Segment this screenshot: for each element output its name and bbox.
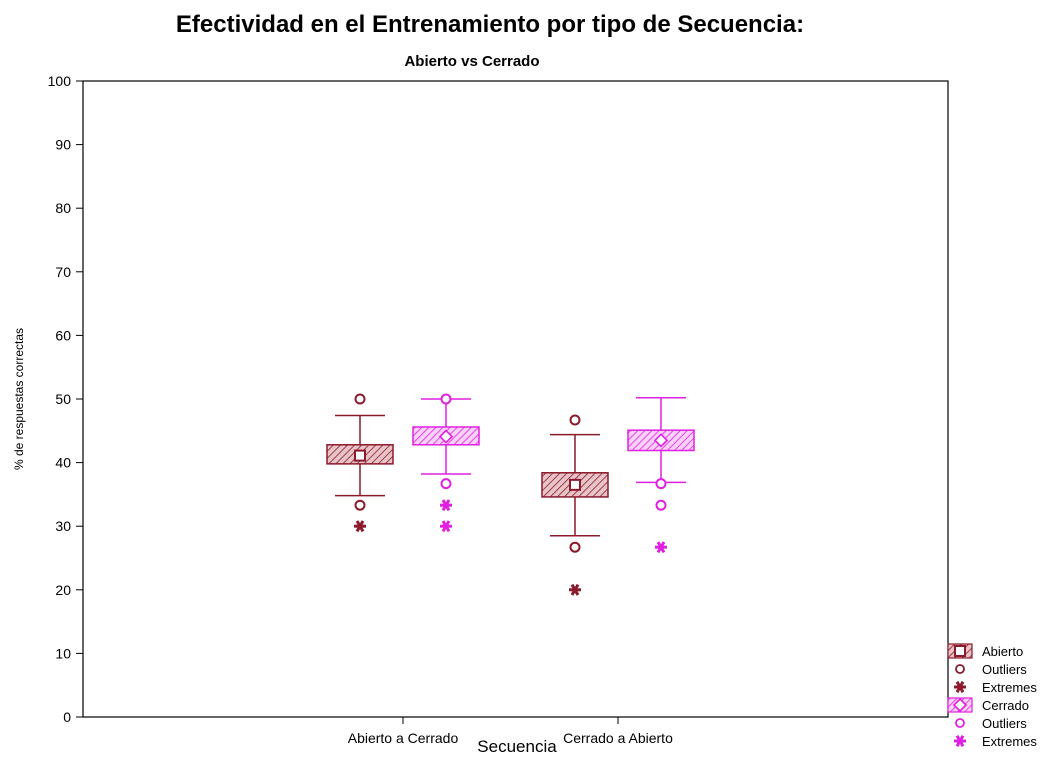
box-abierto-2: [541, 414, 609, 596]
x-tick-label: Abierto a Cerrado: [348, 730, 459, 746]
outlier-point: [569, 541, 581, 553]
legend-item-5: Outliers: [955, 716, 1027, 731]
plot-area-frame: [82, 80, 949, 718]
box-cerrado-1: [412, 393, 480, 533]
y-tick-label: 30: [55, 518, 71, 534]
legend-label: Abierto: [982, 644, 1023, 659]
outlier-point: [569, 414, 581, 426]
y-tick-label: 20: [55, 582, 71, 598]
legend-outlier-symbol: [955, 718, 965, 728]
median-marker: [653, 433, 669, 448]
extreme-point: [655, 541, 667, 554]
y-tick-label: 40: [55, 455, 71, 471]
y-tick-label: 90: [55, 137, 71, 153]
legend-item-4: Cerrado: [947, 697, 1029, 713]
legend-label: Extremes: [982, 734, 1037, 749]
y-tick-label: 100: [48, 73, 72, 89]
y-tick-label: 10: [55, 645, 71, 661]
y-tick-label: 80: [55, 200, 71, 216]
outlier-point: [354, 499, 366, 511]
y-tick-label: 0: [63, 709, 71, 725]
extreme-point: [440, 520, 452, 533]
legend-median-marker: [954, 645, 966, 657]
x-axis: Abierto a Cerrado Cerrado a Abierto: [348, 717, 673, 746]
box-series-group: [326, 393, 695, 596]
y-tick-label: 50: [55, 391, 71, 407]
legend-label: Cerrado: [982, 698, 1029, 713]
y-tick-label: 70: [55, 264, 71, 280]
box-cerrado-2: [627, 396, 695, 554]
y-tick-label: 60: [55, 327, 71, 343]
iqr-box: [541, 472, 609, 498]
legend-label: Extremes: [982, 680, 1037, 695]
x-axis-label: Secuencia: [477, 737, 557, 756]
y-axis: 0 10 20 30 40 50 60 70 80 90 100: [48, 73, 83, 725]
outlier-point: [440, 478, 452, 490]
chart-subtitle: Abierto vs Cerrado: [404, 53, 539, 70]
outlier-point: [440, 393, 452, 405]
outlier-point: [354, 393, 366, 405]
extreme-point: [569, 583, 581, 596]
box-abierto-1: [326, 393, 394, 533]
chart-title: Efectividad en el Entrenamiento por tipo…: [176, 11, 804, 38]
legend-item-1: Abierto: [947, 643, 1023, 659]
median-marker: [569, 478, 581, 491]
legend: Abierto Outliers Extremes Cerrado Outliers Ex…: [947, 643, 1037, 749]
legend-item-3: Extremes: [954, 680, 1037, 695]
legend-label: Outliers: [982, 716, 1027, 731]
legend-item-6: Extremes: [954, 734, 1037, 749]
legend-extreme-symbol: [954, 681, 966, 693]
extreme-point: [440, 499, 452, 512]
legend-median-marker: [952, 697, 968, 713]
extreme-point: [354, 520, 366, 533]
legend-item-2: Outliers: [955, 662, 1027, 677]
median-marker: [354, 449, 366, 462]
legend-outlier-symbol: [955, 664, 965, 674]
y-axis-label: % de respuestas correctas: [12, 328, 26, 470]
outlier-point: [655, 499, 667, 511]
x-tick-label: Cerrado a Abierto: [563, 730, 673, 746]
legend-extreme-symbol: [954, 735, 966, 747]
legend-label: Outliers: [982, 662, 1027, 677]
outlier-point: [655, 478, 667, 490]
median-marker: [438, 429, 454, 444]
